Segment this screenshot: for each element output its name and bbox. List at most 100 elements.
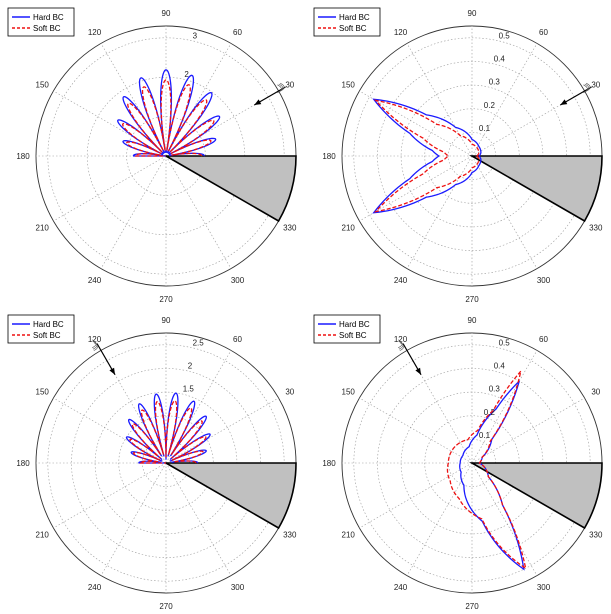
angle-tick-label-bottom-right-270: 270 — [465, 602, 479, 611]
angle-tick-label-top-left-330: 330 — [283, 224, 297, 233]
radial-tick-label-bottom-left-3: 2 — [188, 362, 193, 371]
angle-tick-label-top-right-330: 330 — [589, 224, 603, 233]
angle-tick-label-bottom-right-90: 90 — [468, 316, 477, 325]
legend-box-bottom-left — [7, 314, 75, 344]
angle-tick-label-bottom-right-150: 150 — [342, 388, 356, 397]
incidence-wave-arc-top-left-1 — [278, 83, 284, 93]
series-line-soft-bc-top-left — [121, 79, 215, 157]
incidence-wave-arc-top-right-1 — [584, 83, 590, 93]
angular-spoke-bottom-right-300 — [471, 462, 538, 576]
polar-svg-bottom-right: 03060901201501802102402703003300.10.20.3… — [313, 314, 603, 611]
angular-spoke-top-right-120 — [406, 43, 473, 157]
angle-tick-label-top-left-90: 90 — [162, 9, 171, 18]
radial-tick-label-top-right-0: 0.1 — [479, 124, 491, 133]
incidence-wave-arc-top-left-2 — [280, 82, 285, 92]
angle-tick-label-top-left-300: 300 — [231, 276, 245, 285]
angular-spoke-bottom-right-120 — [406, 350, 473, 464]
angular-spoke-top-left-300 — [165, 155, 232, 269]
incidence-arrowhead-bottom-left — [109, 367, 115, 375]
radial-tick-label-bottom-right-4: 0.5 — [499, 338, 511, 347]
polar-svg-bottom-left: 03060901201501802102402703003301.522.5Ha… — [7, 314, 297, 611]
angular-spoke-bottom-left-150 — [53, 397, 167, 464]
angle-tick-label-top-left-60: 60 — [233, 28, 242, 37]
angle-tick-label-bottom-left-60: 60 — [233, 335, 242, 344]
angular-spoke-top-right-30 — [471, 90, 585, 157]
incidence-wave-arc-top-left-0 — [277, 84, 282, 94]
incidence-wave-arc-bottom-left-2 — [92, 339, 97, 349]
angular-spoke-bottom-right-240 — [406, 462, 473, 576]
angle-tick-label-top-left-180: 180 — [16, 152, 30, 161]
incidence-wave-arc-top-right-0 — [583, 84, 588, 94]
angular-spoke-bottom-right-30 — [471, 397, 585, 464]
legend-label-hard-bc-top-right: Hard BC — [339, 13, 370, 22]
radial-tick-label-top-right-2: 0.3 — [489, 78, 501, 87]
angular-spoke-top-right-240 — [406, 155, 473, 269]
angular-spoke-top-left-210 — [53, 155, 167, 222]
radial-tick-label-bottom-left-4: 2.5 — [193, 338, 205, 347]
angle-tick-label-bottom-left-90: 90 — [162, 316, 171, 325]
incidence-arrowhead-top-right — [560, 99, 568, 105]
legend-label-soft-bc-bottom-right: Soft BC — [339, 331, 367, 340]
legend-label-hard-bc-top-left: Hard BC — [33, 13, 64, 22]
angle-tick-label-top-left-270: 270 — [159, 295, 173, 304]
incidence-arrowhead-bottom-right — [415, 367, 421, 375]
angle-tick-label-top-right-120: 120 — [394, 28, 408, 37]
radial-tick-label-top-right-3: 0.4 — [494, 55, 506, 64]
legend-label-soft-bc-bottom-left: Soft BC — [33, 331, 61, 340]
legend-box-top-right — [313, 7, 381, 37]
polar-plot-bottom-left: 03060901201501802102402703003301.522.5Ha… — [0, 307, 305, 614]
radial-tick-label-bottom-right-1: 0.2 — [484, 408, 496, 417]
angular-spoke-bottom-right-60 — [471, 350, 538, 464]
legend-label-hard-bc-bottom-right: Hard BC — [339, 320, 370, 329]
angle-tick-label-bottom-left-330: 330 — [283, 531, 297, 540]
radial-tick-label-bottom-right-0: 0.1 — [479, 431, 491, 440]
angle-tick-label-bottom-left-270: 270 — [159, 602, 173, 611]
angle-tick-label-top-right-270: 270 — [465, 295, 479, 304]
angle-tick-label-bottom-left-30: 30 — [285, 388, 294, 397]
legend-label-soft-bc-top-left: Soft BC — [33, 24, 61, 33]
polar-plot-top-left: 030609012015018021024027030033023Hard BC… — [0, 0, 305, 307]
series-line-soft-bc-top-right — [373, 99, 480, 213]
angular-spoke-top-right-150 — [359, 90, 473, 157]
series-line-soft-bc-bottom-left — [129, 400, 207, 464]
angle-tick-label-top-left-30: 30 — [285, 81, 294, 90]
legend-label-hard-bc-bottom-left: Hard BC — [33, 320, 64, 329]
angular-spoke-top-left-120 — [100, 43, 167, 157]
angle-tick-label-top-right-240: 240 — [394, 276, 408, 285]
incidence-wave-arc-bottom-right-2 — [398, 339, 403, 349]
angle-tick-label-bottom-right-330: 330 — [589, 531, 603, 540]
angle-tick-label-top-right-150: 150 — [342, 81, 356, 90]
angular-spoke-top-right-300 — [471, 155, 538, 269]
angle-tick-label-top-right-60: 60 — [539, 28, 548, 37]
angle-tick-label-bottom-right-240: 240 — [394, 583, 408, 592]
wedge-sector-bottom-left — [163, 462, 297, 530]
incidence-wave-arc-bottom-left-0 — [93, 342, 99, 351]
wedge-sector-top-right — [469, 155, 603, 223]
legend-box-bottom-right — [313, 314, 381, 344]
polar-plot-bottom-right: 03060901201501802102402703003300.10.20.3… — [306, 307, 611, 614]
angle-tick-label-top-right-300: 300 — [537, 276, 551, 285]
radial-tick-label-bottom-right-3: 0.4 — [494, 362, 506, 371]
angle-tick-label-bottom-right-60: 60 — [539, 335, 548, 344]
angle-tick-label-top-left-240: 240 — [88, 276, 102, 285]
angular-spoke-bottom-left-210 — [53, 462, 167, 529]
series-line-hard-bc-top-right — [372, 98, 482, 214]
angle-tick-label-bottom-left-150: 150 — [36, 388, 50, 397]
angle-tick-label-bottom-left-210: 210 — [36, 531, 50, 540]
incidence-wave-arc-bottom-right-1 — [398, 340, 404, 350]
radial-tick-label-top-left-2: 3 — [193, 31, 198, 40]
incidence-wave-arc-bottom-left-1 — [92, 340, 98, 350]
angular-spoke-top-right-60 — [471, 43, 538, 157]
angular-spoke-bottom-left-300 — [165, 462, 232, 576]
radial-tick-label-bottom-left-2: 1.5 — [183, 385, 195, 394]
series-line-soft-bc-bottom-right — [446, 370, 527, 570]
polar-svg-top-left: 030609012015018021024027030033023Hard BC… — [7, 7, 297, 304]
angle-tick-label-top-right-180: 180 — [322, 152, 336, 161]
angular-spoke-bottom-right-210 — [359, 462, 473, 529]
angular-spoke-bottom-right-150 — [359, 397, 473, 464]
incidence-wave-arc-top-right-2 — [586, 82, 591, 92]
legend-box-top-left — [7, 7, 75, 37]
angle-tick-label-bottom-left-120: 120 — [88, 335, 102, 344]
angular-spoke-top-left-240 — [100, 155, 167, 269]
